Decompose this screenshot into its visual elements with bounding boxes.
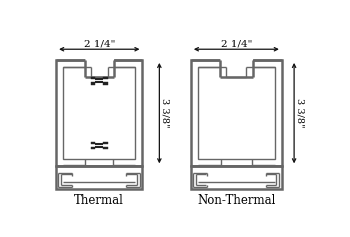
Text: 3 3/8": 3 3/8"	[296, 98, 304, 128]
Text: 3 3/8": 3 3/8"	[161, 98, 170, 128]
Text: 2 1/4": 2 1/4"	[220, 39, 252, 48]
Bar	[191, 60, 282, 166]
Bar	[63, 67, 135, 159]
Polygon shape	[91, 82, 96, 85]
Polygon shape	[103, 147, 108, 149]
Polygon shape	[226, 59, 246, 67]
Polygon shape	[91, 142, 96, 144]
Polygon shape	[220, 59, 253, 77]
Text: Thermal: Thermal	[74, 194, 124, 207]
Bar	[191, 166, 282, 189]
Polygon shape	[103, 142, 108, 144]
Text: Non-Thermal: Non-Thermal	[197, 194, 275, 207]
Bar	[198, 67, 275, 159]
Bar	[56, 60, 142, 166]
Polygon shape	[103, 77, 108, 79]
Polygon shape	[91, 147, 96, 149]
Polygon shape	[85, 59, 114, 77]
Polygon shape	[91, 59, 108, 67]
Polygon shape	[91, 77, 96, 79]
Text: 2 1/4": 2 1/4"	[84, 39, 115, 48]
Bar	[56, 166, 142, 189]
Polygon shape	[103, 82, 108, 85]
